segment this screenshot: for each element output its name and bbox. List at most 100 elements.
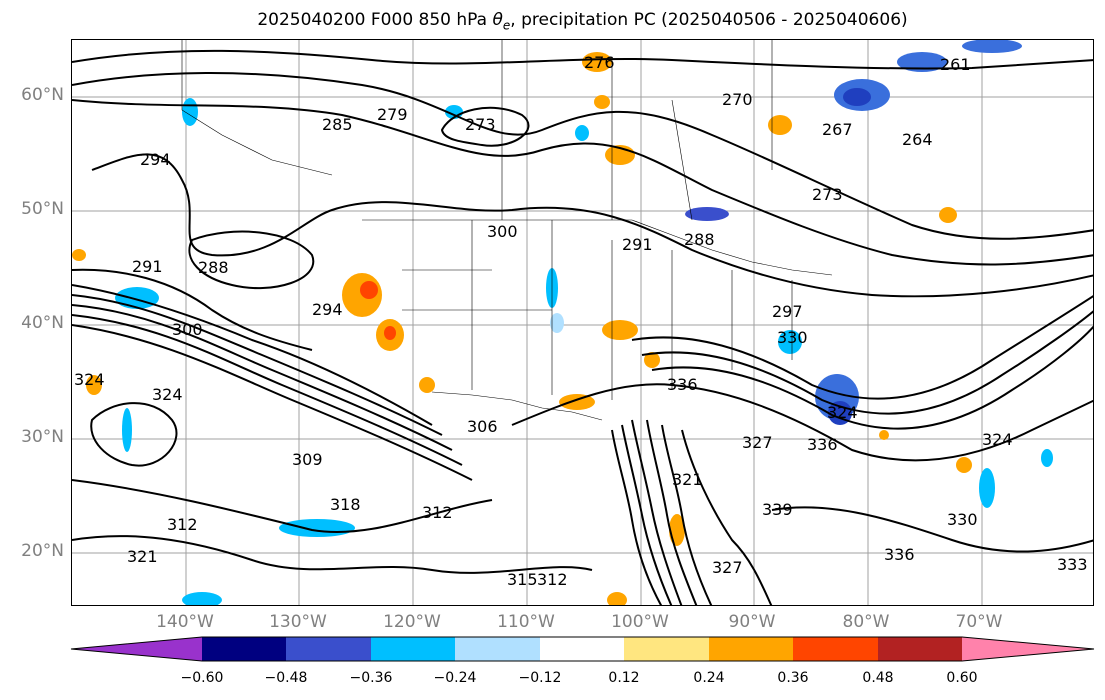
contour-label: 291 [132, 257, 163, 276]
alaska-border [181, 40, 333, 176]
contour-label: 324 [982, 430, 1013, 449]
contour-label: 261 [940, 55, 971, 74]
colorbar-bin [624, 637, 709, 661]
contour-atl-1 [631, 295, 1093, 400]
precip-positive-central-am [607, 592, 627, 605]
precip-positive-east-canada [939, 207, 957, 223]
contour-label: 306 [467, 417, 498, 436]
colorbar-bin [878, 637, 962, 661]
precip-positive-hudson-n [582, 52, 612, 72]
contour-mex-2 [621, 424, 673, 605]
contour-label: 321 [672, 470, 703, 489]
precip-negative-southeast-core [828, 401, 852, 425]
contour-atl-3 [651, 325, 1093, 430]
title-theta: θ [492, 10, 503, 30]
lon-label-130w: 130°W [269, 612, 327, 632]
contour-labels: 276 279 273 285 270 261 294 267 264 273 … [74, 53, 1088, 589]
colorbar-tick: −0.36 [349, 670, 393, 686]
contour-label: 291 [622, 235, 653, 254]
contour-high-sw [188, 230, 315, 290]
precip-positive-pacific-w [72, 249, 86, 261]
contour-label: 324 [74, 370, 105, 389]
contour-north-1 [72, 49, 1093, 70]
colorbar-extend-high [962, 637, 1094, 661]
colorbar-tick: −0.60 [180, 670, 224, 686]
figure-title: 2025040200 F000 850 hPa θe, precipitatio… [0, 10, 1105, 32]
colorbar-bin [455, 637, 540, 661]
contour-label: 294 [140, 150, 171, 169]
contour-label: 300 [172, 320, 203, 339]
contour-label: 336 [807, 435, 838, 454]
contour-pac-2 [72, 294, 443, 436]
contour-label: 297 [772, 302, 803, 321]
colorbar-tick: 0.24 [693, 670, 725, 686]
precip-positive-pacific [86, 375, 102, 395]
contour-north-4 [91, 153, 1093, 298]
contour-label: 327 [742, 433, 773, 452]
precip-positive-atlantic [956, 457, 972, 473]
precip-positive-plains [602, 320, 638, 340]
precip-negative-alaska [182, 98, 198, 126]
precip-positive-baja [419, 377, 435, 393]
colorbar-tick: −0.24 [433, 670, 477, 686]
title-prefix: 2025040200 F000 850 hPa [257, 10, 493, 30]
canada-provinces [501, 40, 773, 221]
contour-label: 339 [762, 500, 793, 519]
precip-negative-labrador [897, 52, 947, 72]
lat-label-50n: 50°N [21, 199, 64, 219]
contour-label: 279 [377, 105, 408, 124]
colorbar [70, 636, 1095, 662]
contour-label: 273 [465, 115, 496, 134]
lon-label-120w: 120°W [383, 612, 441, 632]
precip-negative-pacific [115, 287, 159, 309]
contour-label: 300 [487, 222, 518, 241]
contour-label: 312 [422, 503, 453, 522]
contour-label: 336 [884, 545, 915, 564]
lat-label-20n: 20°N [21, 541, 64, 561]
lon-label-110w: 110°W [497, 612, 555, 632]
colorbar-bin [371, 637, 455, 661]
contour-label: 294 [312, 300, 343, 319]
contour-label: 315 [507, 570, 538, 589]
colorbar-tick: 0.48 [862, 670, 894, 686]
lon-label-80w: 80°W [842, 612, 890, 632]
contour-label: 321 [127, 547, 158, 566]
precip-negative-northeast-top [962, 40, 1022, 53]
title-suffix: , precipitation PC (2025040506 - 2025040… [510, 10, 908, 30]
contour-sub-2 [72, 535, 593, 574]
contour-north-3 [72, 99, 1093, 266]
contour-high-pac [90, 402, 178, 467]
graticule [72, 40, 1093, 605]
contour-pac-1 [72, 284, 433, 426]
contour-atl-2 [641, 310, 1093, 415]
colorbar-bin [286, 637, 371, 661]
contour-label: 330 [947, 510, 978, 529]
contour-label: 267 [822, 120, 853, 139]
colorbar-outline [70, 636, 1095, 662]
contour-mex-6 [681, 429, 773, 605]
contour-label: 309 [292, 450, 323, 469]
contour-label: 270 [722, 90, 753, 109]
precip-shading [72, 40, 1053, 605]
contour-label: 330 [777, 328, 808, 347]
contour-label: 264 [902, 130, 933, 149]
precip-positive-texas [559, 394, 595, 410]
contour-label: 288 [198, 258, 229, 277]
precip-negative-canada-2 [575, 125, 589, 141]
us-mexico-border [431, 391, 603, 421]
lat-label-60n: 60°N [21, 85, 64, 105]
map-svg: 276 279 273 285 270 261 294 267 264 273 … [72, 40, 1093, 605]
precip-positive-canada-1 [594, 95, 610, 109]
colorbar-bin [202, 637, 286, 661]
contour-mex-1 [611, 429, 663, 605]
contour-pac-4 [72, 314, 463, 466]
us-canada-border [362, 219, 833, 276]
precip-negative-caribbean [182, 592, 222, 605]
precip-positive-canada-3 [768, 115, 792, 135]
contour-mex-3 [631, 419, 683, 605]
colorbar-tick: 0.36 [777, 670, 809, 686]
contour-pac-3 [72, 304, 453, 451]
precip-negative-subtropics-2 [279, 519, 355, 537]
lat-label-30n: 30°N [21, 427, 64, 447]
precip-positive-california-core [384, 326, 396, 340]
